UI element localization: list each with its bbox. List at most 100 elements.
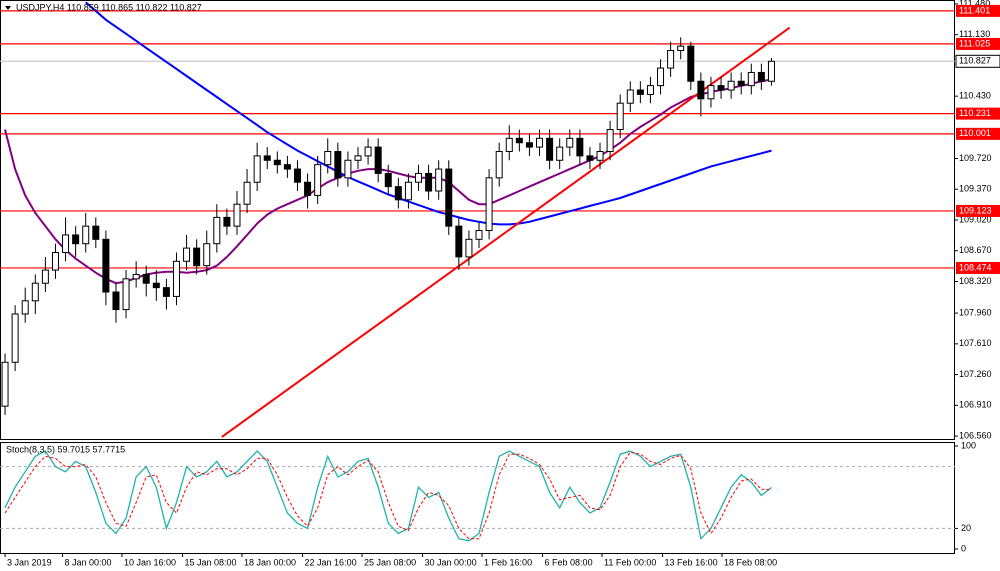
level-label-box [956,37,1000,50]
candle-body [233,203,241,227]
candle-body [162,287,170,297]
candle-body [536,137,544,148]
candle-body [465,238,473,258]
candle-body [657,67,665,87]
y-tick-label: 108.670 [959,245,992,255]
candle-body [475,230,483,240]
candle-body [324,150,332,166]
candle-body [203,243,211,267]
candle-body [1,361,9,407]
candle-body [616,102,624,131]
trendline [221,26,791,438]
y-tick-label: 107.260 [959,369,992,379]
stoch-main [4,450,772,542]
candle-body [72,234,80,245]
current-price-box [955,54,1000,68]
candle-body [495,150,503,179]
y-tick-label: 106.560 [959,430,992,440]
level-label-box [956,261,1000,274]
y-tick-label: 106.910 [959,400,992,410]
candle-body [606,129,614,152]
candle-body [82,225,90,245]
x-tick-label: 18 Feb 08:00 [724,557,777,567]
candle-body [576,137,584,157]
candle-body [102,238,110,293]
stoch-title: Stoch(8,3,5) 59.7015 57.7715 [6,444,125,454]
candle-body [727,80,735,91]
candle-body [344,159,352,179]
candle-body [354,155,362,161]
candle-body [293,168,301,183]
candle-body [172,260,180,297]
candle-body [364,146,372,157]
candle-body [62,234,70,253]
y-tick-label: 109.020 [959,214,992,224]
y-tick-label: 110.430 [959,91,991,101]
candle-body [314,164,322,196]
candle-body [112,291,120,311]
x-tick-label: 15 Jan 08:00 [185,557,237,567]
y-tick-label: 111.130 [959,29,990,39]
candle-body [515,137,523,144]
x-tick-label: 8 Jan 00:00 [65,557,112,567]
moving-average [85,1,772,226]
level-label: 111.025 [959,38,990,48]
candle-body [677,45,685,51]
candle-body [142,273,150,284]
candle-body [273,159,281,166]
candle-body [394,186,402,201]
y-tick-label: 108.320 [959,276,992,286]
candle-body [586,155,594,161]
level-label-box [956,204,1000,217]
x-tick-label: 3 Jan 2019 [7,557,52,567]
y-tick-label: 109.720 [959,153,992,163]
candle-body [263,155,271,161]
candle-body [747,71,755,87]
candle-body [717,85,725,91]
candle-body [435,168,443,192]
x-tick-label: 10 Jan 16:00 [124,557,176,567]
level-label-box [956,127,1000,140]
stoch-tick-label: 100 [961,440,976,450]
stoch-panel [0,442,955,554]
level-label: 110.231 [959,108,991,118]
candle-body [183,247,191,262]
candle-body [374,146,382,174]
x-tick-label: 6 Feb 08:00 [545,557,593,567]
y-tick-label: 107.960 [959,307,992,317]
x-tick-label: 13 Feb 16:00 [665,557,718,567]
candle-body [41,269,49,284]
candle-body [334,150,342,179]
candle-body [243,181,251,205]
candle-body [556,146,564,161]
candle-body [51,251,59,271]
x-tick-label: 18 Jan 00:00 [244,557,296,567]
candle-body [546,137,554,161]
stoch-tick-label: 0 [961,543,966,553]
candle-body [525,142,533,148]
candle-body [646,85,654,95]
level-label: 110.001 [959,128,991,138]
candle-body [132,273,140,280]
menu-arrow [5,6,11,10]
candle-body [737,80,745,87]
candle-body [283,164,291,170]
candle-body [304,181,312,196]
candle-body [152,282,160,289]
stoch-plot [0,450,955,542]
candle-body [415,172,423,183]
candle-body [21,300,29,315]
level-label-box [956,4,1000,17]
candle-body [11,313,19,363]
candle-body [596,150,604,161]
candle-body [626,89,634,104]
x-tick-label: 25 Jan 08:00 [364,557,416,567]
x-tick-label: 11 Feb 00:00 [604,557,656,567]
x-tick-label: 22 Jan 16:00 [305,557,357,567]
candle-body [253,155,261,183]
level-label: 108.474 [959,262,992,272]
level-label: 111.401 [959,5,990,15]
candle-body [485,177,493,232]
candle-body [213,216,221,245]
